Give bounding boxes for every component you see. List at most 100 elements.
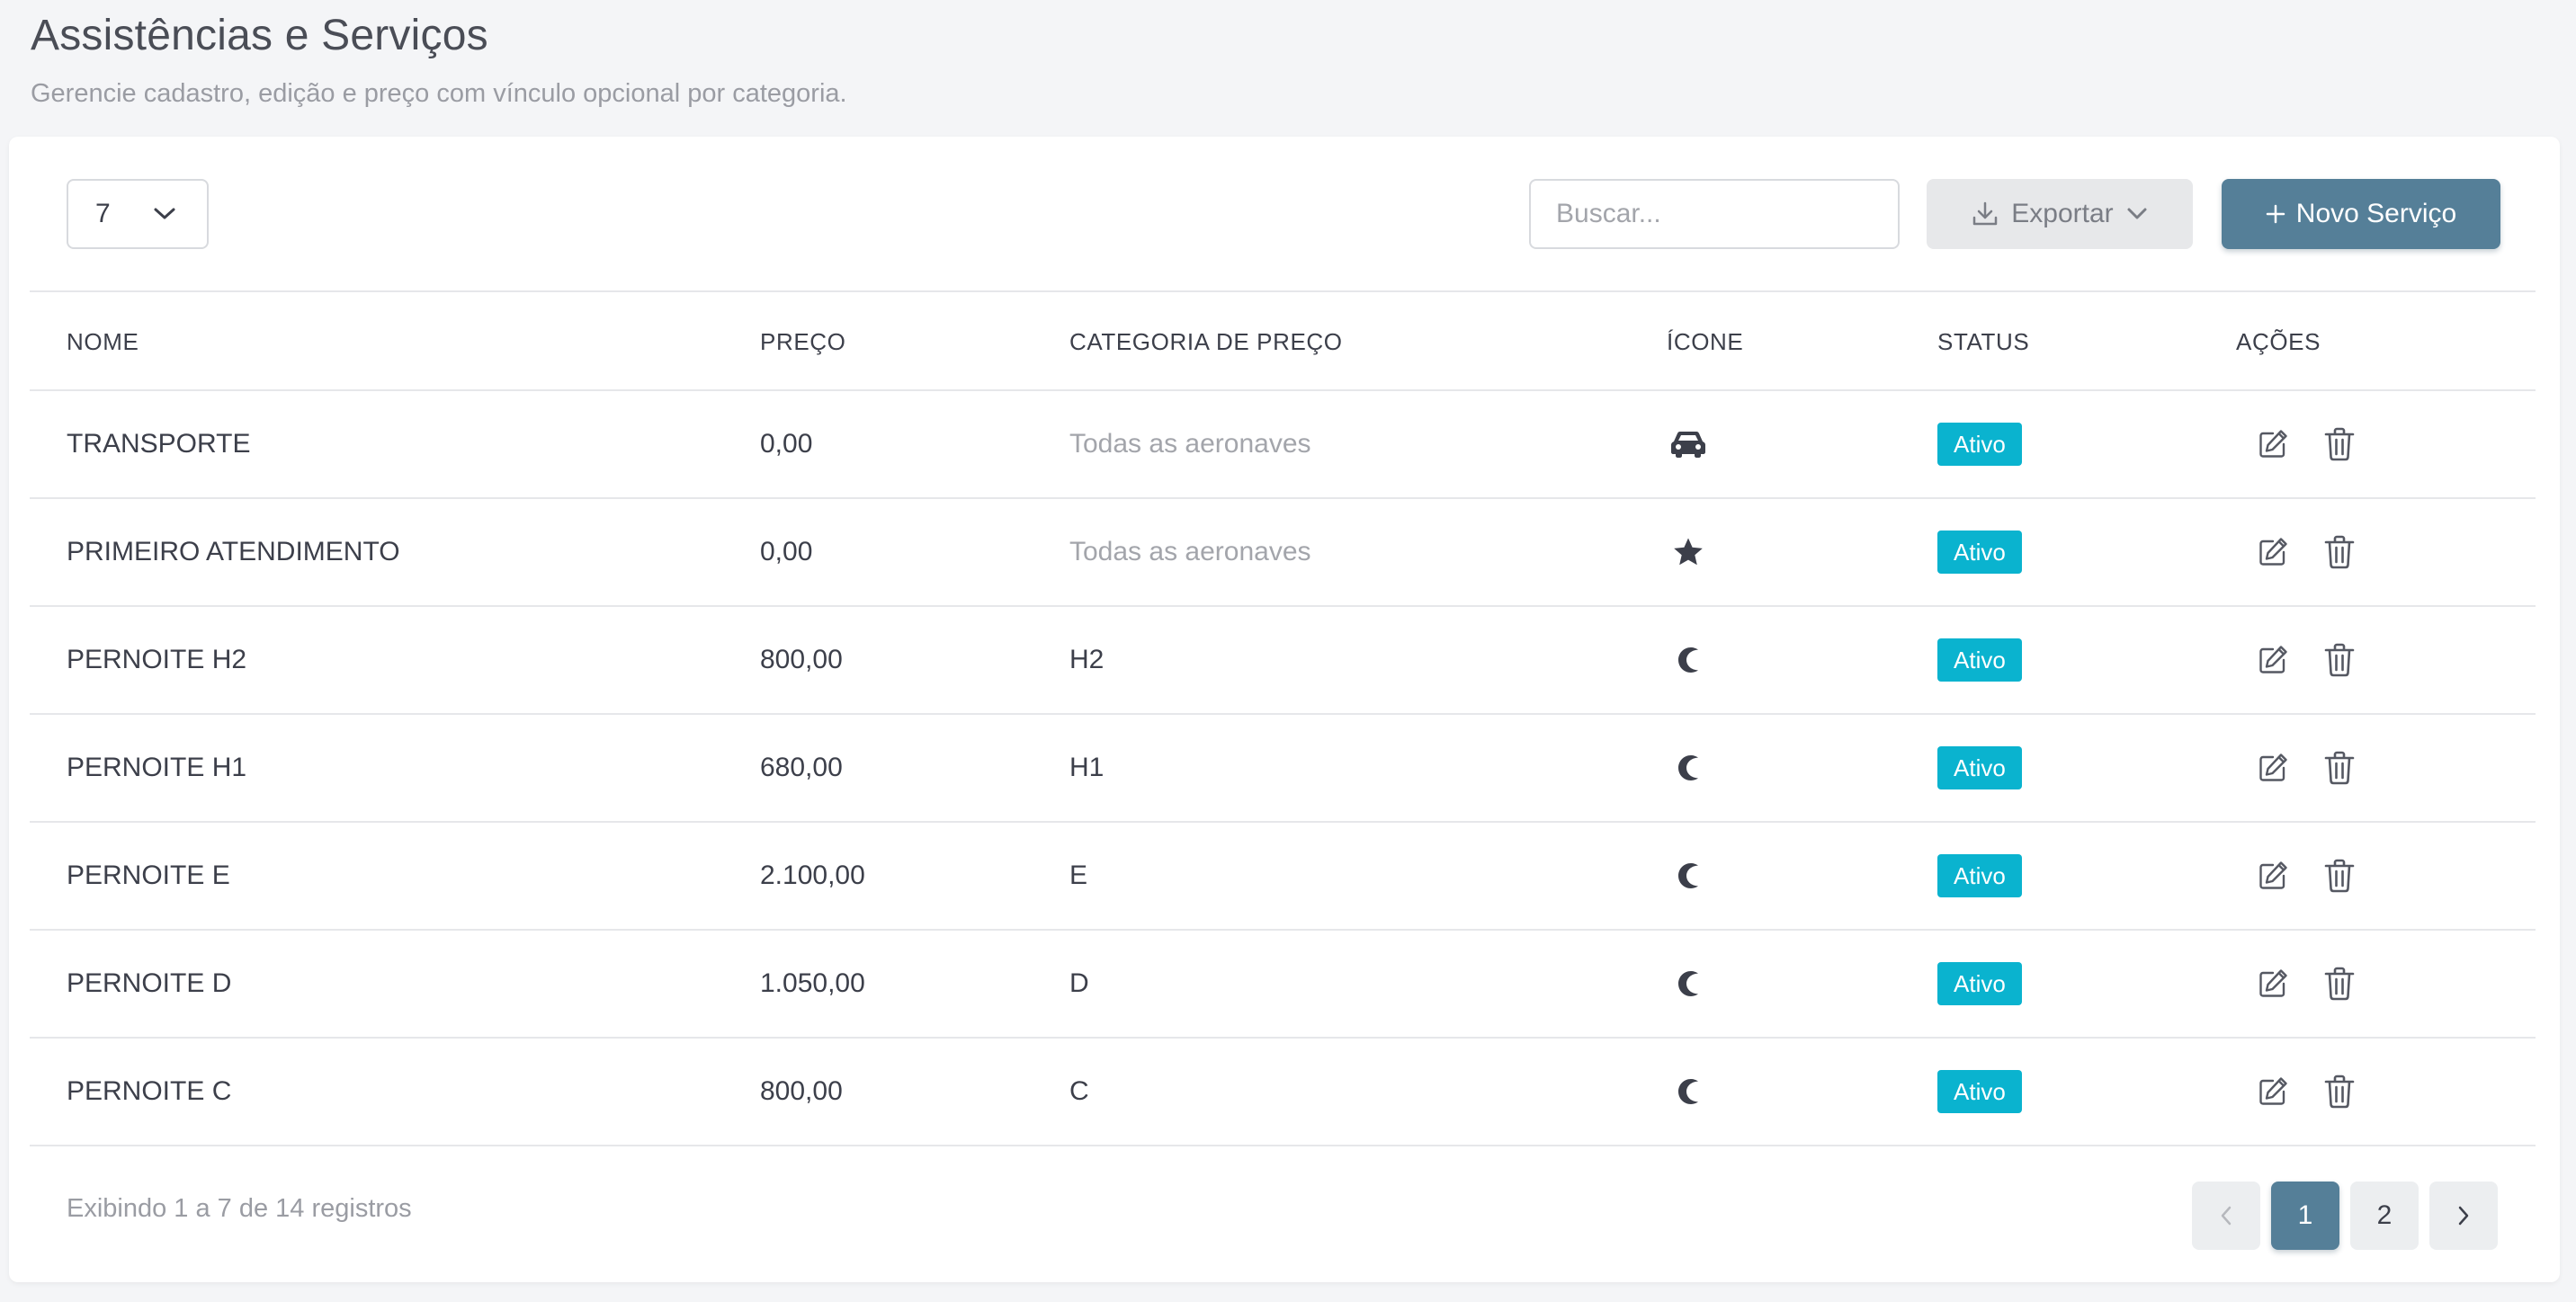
service-price: 800,00 [760,1076,843,1106]
service-category: E [1069,861,1088,890]
chevron-left-icon [2221,1206,2232,1226]
service-icon-cell [1667,499,1710,605]
export-label: Exportar [2011,199,2114,228]
table-row: PERNOITE H1 680,00 H1 Ativo [30,715,2536,823]
page-size-value: 7 [95,199,111,228]
chevron-down-icon [2127,208,2147,219]
moon-icon [1667,746,1710,789]
export-button[interactable]: Exportar [1927,179,2193,249]
moon-icon [1667,854,1710,897]
moon-icon [1667,962,1710,1005]
service-category: Todas as aeronaves [1069,537,1311,566]
trash-icon[interactable] [2316,529,2363,575]
search-input[interactable] [1529,179,1900,249]
status-badge: Ativo [1937,854,2022,897]
page-button-2[interactable]: 2 [2350,1182,2419,1250]
service-name: PERNOITE H2 [67,645,247,674]
page-size-select[interactable]: 7 [67,179,209,249]
column-header-status[interactable]: STATUS [1937,328,2030,355]
status-badge: Ativo [1937,531,2022,574]
service-price: 0,00 [760,429,813,459]
actions-cell [2250,823,2363,929]
actions-cell [2250,715,2363,821]
plus-icon [2266,204,2285,224]
new-service-label: Novo Serviço [2295,199,2457,228]
status-badge: Ativo [1937,962,2022,1005]
pagination-info: Exibindo 1 a 7 de 14 registros [67,1194,412,1223]
column-header-category[interactable]: CATEGORIA DE PREÇO [1069,328,1343,355]
car-icon [1667,423,1710,466]
edit-icon[interactable] [2250,421,2296,468]
service-price: 800,00 [760,645,843,674]
service-icon-cell [1667,823,1710,929]
service-category: H2 [1069,645,1105,674]
column-header-icon[interactable]: ÍCONE [1667,328,1744,355]
column-header-price[interactable]: PREÇO [760,328,846,355]
trash-icon[interactable] [2316,960,2363,1007]
actions-cell [2250,931,2363,1037]
status-badge: Ativo [1937,638,2022,682]
service-name: PERNOITE H1 [67,753,247,782]
service-name: PRIMEIRO ATENDIMENTO [67,537,400,566]
edit-icon[interactable] [2250,637,2296,683]
service-price: 2.100,00 [760,861,865,890]
edit-icon[interactable] [2250,745,2296,791]
edit-icon[interactable] [2250,1068,2296,1115]
table-header: NOME PREÇO CATEGORIA DE PREÇO ÍCONE STAT… [30,290,2536,391]
service-name: PERNOITE E [67,861,230,890]
page-subtitle: Gerencie cadastro, edição e preço com ví… [31,79,847,108]
star-icon [1667,531,1710,574]
status-badge: Ativo [1937,1070,2022,1113]
status-cell: Ativo [1937,931,2022,1037]
service-icon-cell [1667,607,1710,713]
edit-icon[interactable] [2250,529,2296,575]
actions-cell [2250,1039,2363,1145]
service-name: PERNOITE D [67,968,232,998]
status-badge: Ativo [1937,423,2022,466]
page-button-1[interactable]: 1 [2271,1182,2339,1250]
service-category: C [1069,1076,1089,1106]
service-icon-cell [1667,1039,1710,1145]
status-badge: Ativo [1937,746,2022,789]
edit-icon[interactable] [2250,852,2296,899]
service-price: 1.050,00 [760,968,865,998]
service-icon-cell [1667,715,1710,821]
trash-icon[interactable] [2316,745,2363,791]
chevron-down-icon [154,208,175,219]
service-name: PERNOITE C [67,1076,232,1106]
new-service-button[interactable]: Novo Serviço [2222,179,2500,249]
table-row: PERNOITE H2 800,00 H2 Ativo [30,607,2536,715]
table-row: PRIMEIRO ATENDIMENTO 0,00 Todas as aeronav… [30,499,2536,607]
services-table: NOME PREÇO CATEGORIA DE PREÇO ÍCONE STAT… [30,290,2536,1146]
status-cell: Ativo [1937,715,2022,821]
status-cell: Ativo [1937,499,2022,605]
moon-icon [1667,638,1710,682]
previous-page-button[interactable] [2192,1182,2260,1250]
trash-icon[interactable] [2316,421,2363,468]
edit-icon[interactable] [2250,960,2296,1007]
download-icon [1973,201,1998,226]
chevron-right-icon [2458,1206,2469,1226]
column-header-actions: AÇÕES [2236,328,2321,355]
page-title: Assistências e Serviços [31,12,488,59]
table-row: PERNOITE C 800,00 C Ativo [30,1039,2536,1146]
table-row: TRANSPORTE 0,00 Todas as aeronaves Ativo [30,391,2536,499]
actions-cell [2250,391,2363,497]
trash-icon[interactable] [2316,637,2363,683]
trash-icon[interactable] [2316,852,2363,899]
status-cell: Ativo [1937,823,2022,929]
next-page-button[interactable] [2429,1182,2498,1250]
status-cell: Ativo [1937,391,2022,497]
status-cell: Ativo [1937,1039,2022,1145]
actions-cell [2250,607,2363,713]
moon-icon [1667,1070,1710,1113]
trash-icon[interactable] [2316,1068,2363,1115]
actions-cell [2250,499,2363,605]
service-category: D [1069,968,1089,998]
services-card: 7 Exportar Novo Serviço NOME PREÇO CATEG… [9,137,2560,1282]
column-header-name[interactable]: NOME [67,328,139,355]
service-category: Todas as aeronaves [1069,429,1311,459]
service-price: 0,00 [760,537,813,566]
service-icon-cell [1667,931,1710,1037]
service-price: 680,00 [760,753,843,782]
